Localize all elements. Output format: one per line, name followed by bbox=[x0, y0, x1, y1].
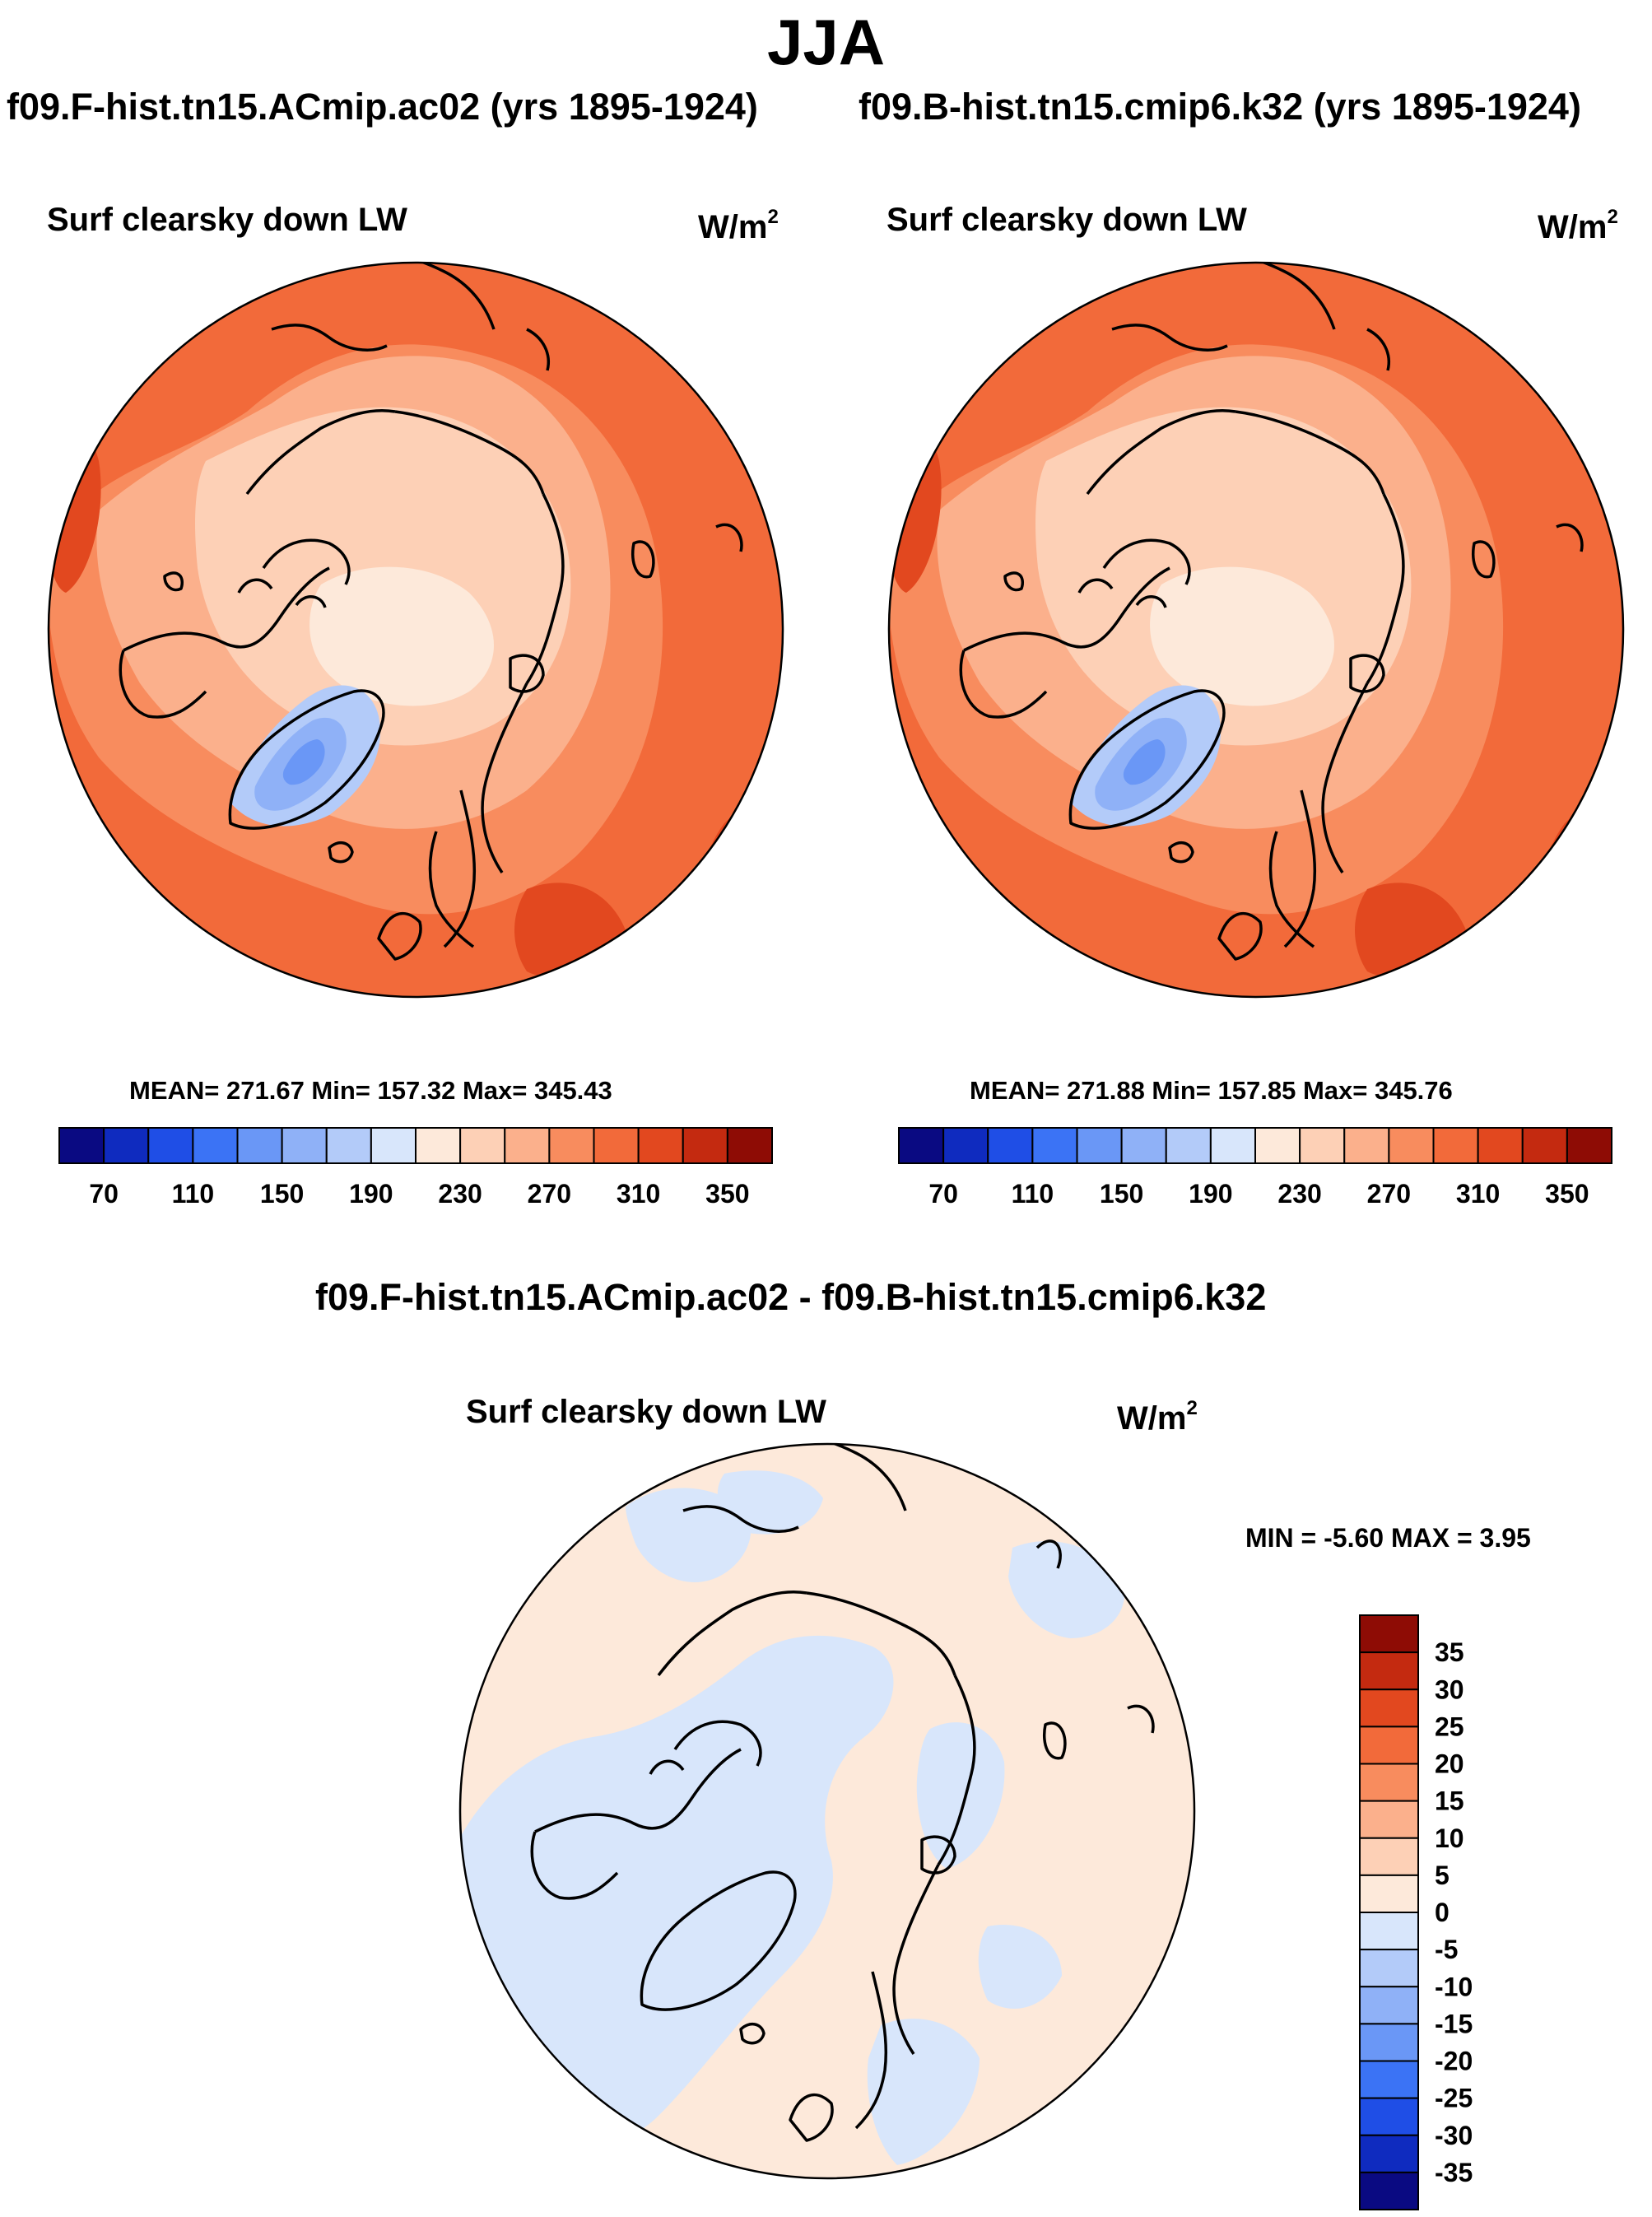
left-colorbar-tick-label: 310 bbox=[617, 1179, 660, 1209]
right-units-label: W/m2 bbox=[1538, 206, 1618, 245]
right-colorbar-swatch bbox=[1432, 1127, 1479, 1164]
diff-colorbar-swatch bbox=[1359, 1912, 1419, 1951]
right-colorbar-swatch bbox=[1076, 1127, 1123, 1164]
left-colorbar-swatch bbox=[637, 1127, 684, 1164]
left-colorbar-swatch bbox=[192, 1127, 239, 1164]
right-colorbar-swatch bbox=[1521, 1127, 1568, 1164]
left-colorbar-swatch bbox=[548, 1127, 595, 1164]
left-colorbar-swatch bbox=[325, 1127, 372, 1164]
right-colorbar-swatch bbox=[1254, 1127, 1301, 1164]
diff-colorbar-swatch bbox=[1359, 1949, 1419, 1988]
diff-colorbar-tick-label: 0 bbox=[1435, 1898, 1450, 1927]
left-colorbar-tick-label: 110 bbox=[172, 1179, 215, 1209]
diff-colorbar-swatch bbox=[1359, 1726, 1419, 1765]
diff-colorbar-swatch bbox=[1359, 1986, 1419, 2025]
diff-colorbar-tick-label: -15 bbox=[1435, 2009, 1473, 2038]
right-colorbar-tick-label: 190 bbox=[1189, 1179, 1232, 1209]
right-colorbar-swatch bbox=[1165, 1127, 1212, 1164]
left-colorbar: 70 110 150 190 230 270 310 350 bbox=[58, 1127, 773, 1209]
diff-colorbar-tick-label: 35 bbox=[1435, 1637, 1464, 1667]
left-colorbar-tick-label: 230 bbox=[438, 1179, 482, 1209]
diff-colorbar-tick-label: -30 bbox=[1435, 2121, 1473, 2150]
left-colorbar-swatch bbox=[504, 1127, 551, 1164]
left-units-label: W/m2 bbox=[698, 206, 779, 245]
diff-colorbar-swatch bbox=[1359, 2023, 1419, 2062]
diff-colorbar-swatch bbox=[1359, 1614, 1419, 1654]
diff-variable-label: Surf clearsky down LW bbox=[466, 1394, 826, 1430]
left-colorbar-swatch bbox=[236, 1127, 283, 1164]
left-colorbar-swatch bbox=[370, 1127, 416, 1164]
left-colorbar-swatch bbox=[415, 1127, 462, 1164]
diff-colorbar: 35 30 25 20 15 10 5 0 -5 -10 -15 -20 -25 -30 -35 bbox=[1359, 1614, 1473, 2210]
diff-colorbar-swatch bbox=[1359, 1874, 1419, 1913]
diff-colorbar-swatch bbox=[1359, 1688, 1419, 1728]
left-colorbar-swatch bbox=[147, 1127, 194, 1164]
right-variable-label: Surf clearsky down LW bbox=[886, 202, 1247, 238]
left-colorbar-swatch bbox=[58, 1127, 105, 1164]
diff-colorbar-swatch bbox=[1359, 1837, 1419, 1876]
right-colorbar-tick-label: 230 bbox=[1277, 1179, 1321, 1209]
diff-colorbar-swatch bbox=[1359, 2060, 1419, 2099]
right-colorbar-tick-label: 310 bbox=[1456, 1179, 1500, 1209]
diff-colorbar-swatch bbox=[1359, 1800, 1419, 1839]
diff-colorbar-tick-label: 20 bbox=[1435, 1749, 1464, 1779]
diff-colorbar-tick-label: 5 bbox=[1435, 1861, 1450, 1890]
right-colorbar-swatch bbox=[987, 1127, 1034, 1164]
left-variable-label: Surf clearsky down LW bbox=[47, 202, 407, 238]
right-stats: MEAN= 271.88 Min= 157.85 Max= 345.76 bbox=[970, 1076, 1453, 1105]
left-colorbar-swatch bbox=[726, 1127, 773, 1164]
diff-colorbar-swatch bbox=[1359, 2097, 1419, 2136]
left-colorbar-tick-label: 150 bbox=[260, 1179, 304, 1209]
right-colorbar: 70 110 150 190 230 270 310 350 bbox=[898, 1127, 1612, 1209]
right-colorbar-tick-label: 110 bbox=[1012, 1179, 1054, 1209]
left-stats: MEAN= 271.67 Min= 157.32 Max= 345.43 bbox=[129, 1076, 612, 1105]
diff-units-label: W/m2 bbox=[1117, 1397, 1198, 1437]
right-colorbar-swatch bbox=[1031, 1127, 1078, 1164]
diff-colorbar-tick-label: -5 bbox=[1435, 1935, 1458, 1964]
left-colorbar-tick-label: 350 bbox=[705, 1179, 749, 1209]
difference-map bbox=[458, 1442, 1196, 2180]
diff-colorbar-swatch bbox=[1359, 2171, 1419, 2210]
diff-minmax: MIN = -5.60 MAX = 3.95 bbox=[1245, 1523, 1531, 1553]
right-colorbar-tick-label: 350 bbox=[1545, 1179, 1589, 1209]
page-title: JJA bbox=[766, 6, 886, 78]
left-colorbar-tick-label: 190 bbox=[349, 1179, 393, 1209]
right-colorbar-swatch bbox=[898, 1127, 945, 1164]
left-colorbar-swatch bbox=[459, 1127, 506, 1164]
diff-colorbar-tick-label: -20 bbox=[1435, 2047, 1473, 2076]
right-colorbar-swatch bbox=[1209, 1127, 1256, 1164]
diff-colorbar-tick-label: 30 bbox=[1435, 1674, 1464, 1704]
diff-colorbar-tick-label: -25 bbox=[1435, 2084, 1473, 2113]
left-colorbar-swatch bbox=[593, 1127, 640, 1164]
left-colorbar-swatch bbox=[281, 1127, 328, 1164]
difference-title: f09.F-hist.tn15.ACmip.ac02 - f09.B-hist.… bbox=[315, 1276, 1267, 1318]
left-colorbar-swatch bbox=[103, 1127, 150, 1164]
right-colorbar-swatch bbox=[1477, 1127, 1524, 1164]
right-colorbar-swatch bbox=[1343, 1127, 1390, 1164]
diff-colorbar-tick-label: 25 bbox=[1435, 1712, 1464, 1741]
diff-colorbar-tick-label: 10 bbox=[1435, 1823, 1464, 1853]
diff-colorbar-swatch bbox=[1359, 2134, 1419, 2173]
right-colorbar-tick-label: 70 bbox=[928, 1179, 958, 1209]
left-map bbox=[47, 261, 784, 999]
right-colorbar-swatch bbox=[1120, 1127, 1167, 1164]
right-map bbox=[887, 261, 1625, 999]
diff-colorbar-swatch bbox=[1359, 1763, 1419, 1802]
right-colorbar-swatch bbox=[1388, 1127, 1435, 1164]
right-colorbar-tick-label: 270 bbox=[1367, 1179, 1411, 1209]
left-colorbar-swatch bbox=[682, 1127, 728, 1164]
right-colorbar-swatch bbox=[1299, 1127, 1346, 1164]
diff-colorbar-tick-label: -10 bbox=[1435, 1972, 1473, 2001]
diff-colorbar-tick-label: -35 bbox=[1435, 2158, 1473, 2187]
right-colorbar-swatch bbox=[942, 1127, 989, 1164]
left-case-title: f09.F-hist.tn15.ACmip.ac02 (yrs 1895-192… bbox=[7, 86, 758, 128]
right-colorbar-swatch bbox=[1566, 1127, 1612, 1164]
right-colorbar-tick-label: 150 bbox=[1100, 1179, 1143, 1209]
diff-colorbar-tick-label: 15 bbox=[1435, 1786, 1464, 1816]
left-colorbar-tick-label: 270 bbox=[528, 1179, 571, 1209]
diff-colorbar-swatch bbox=[1359, 1651, 1419, 1691]
left-colorbar-tick-label: 70 bbox=[89, 1179, 119, 1209]
right-case-title: f09.B-hist.tn15.cmip6.k32 (yrs 1895-1924… bbox=[859, 86, 1581, 128]
